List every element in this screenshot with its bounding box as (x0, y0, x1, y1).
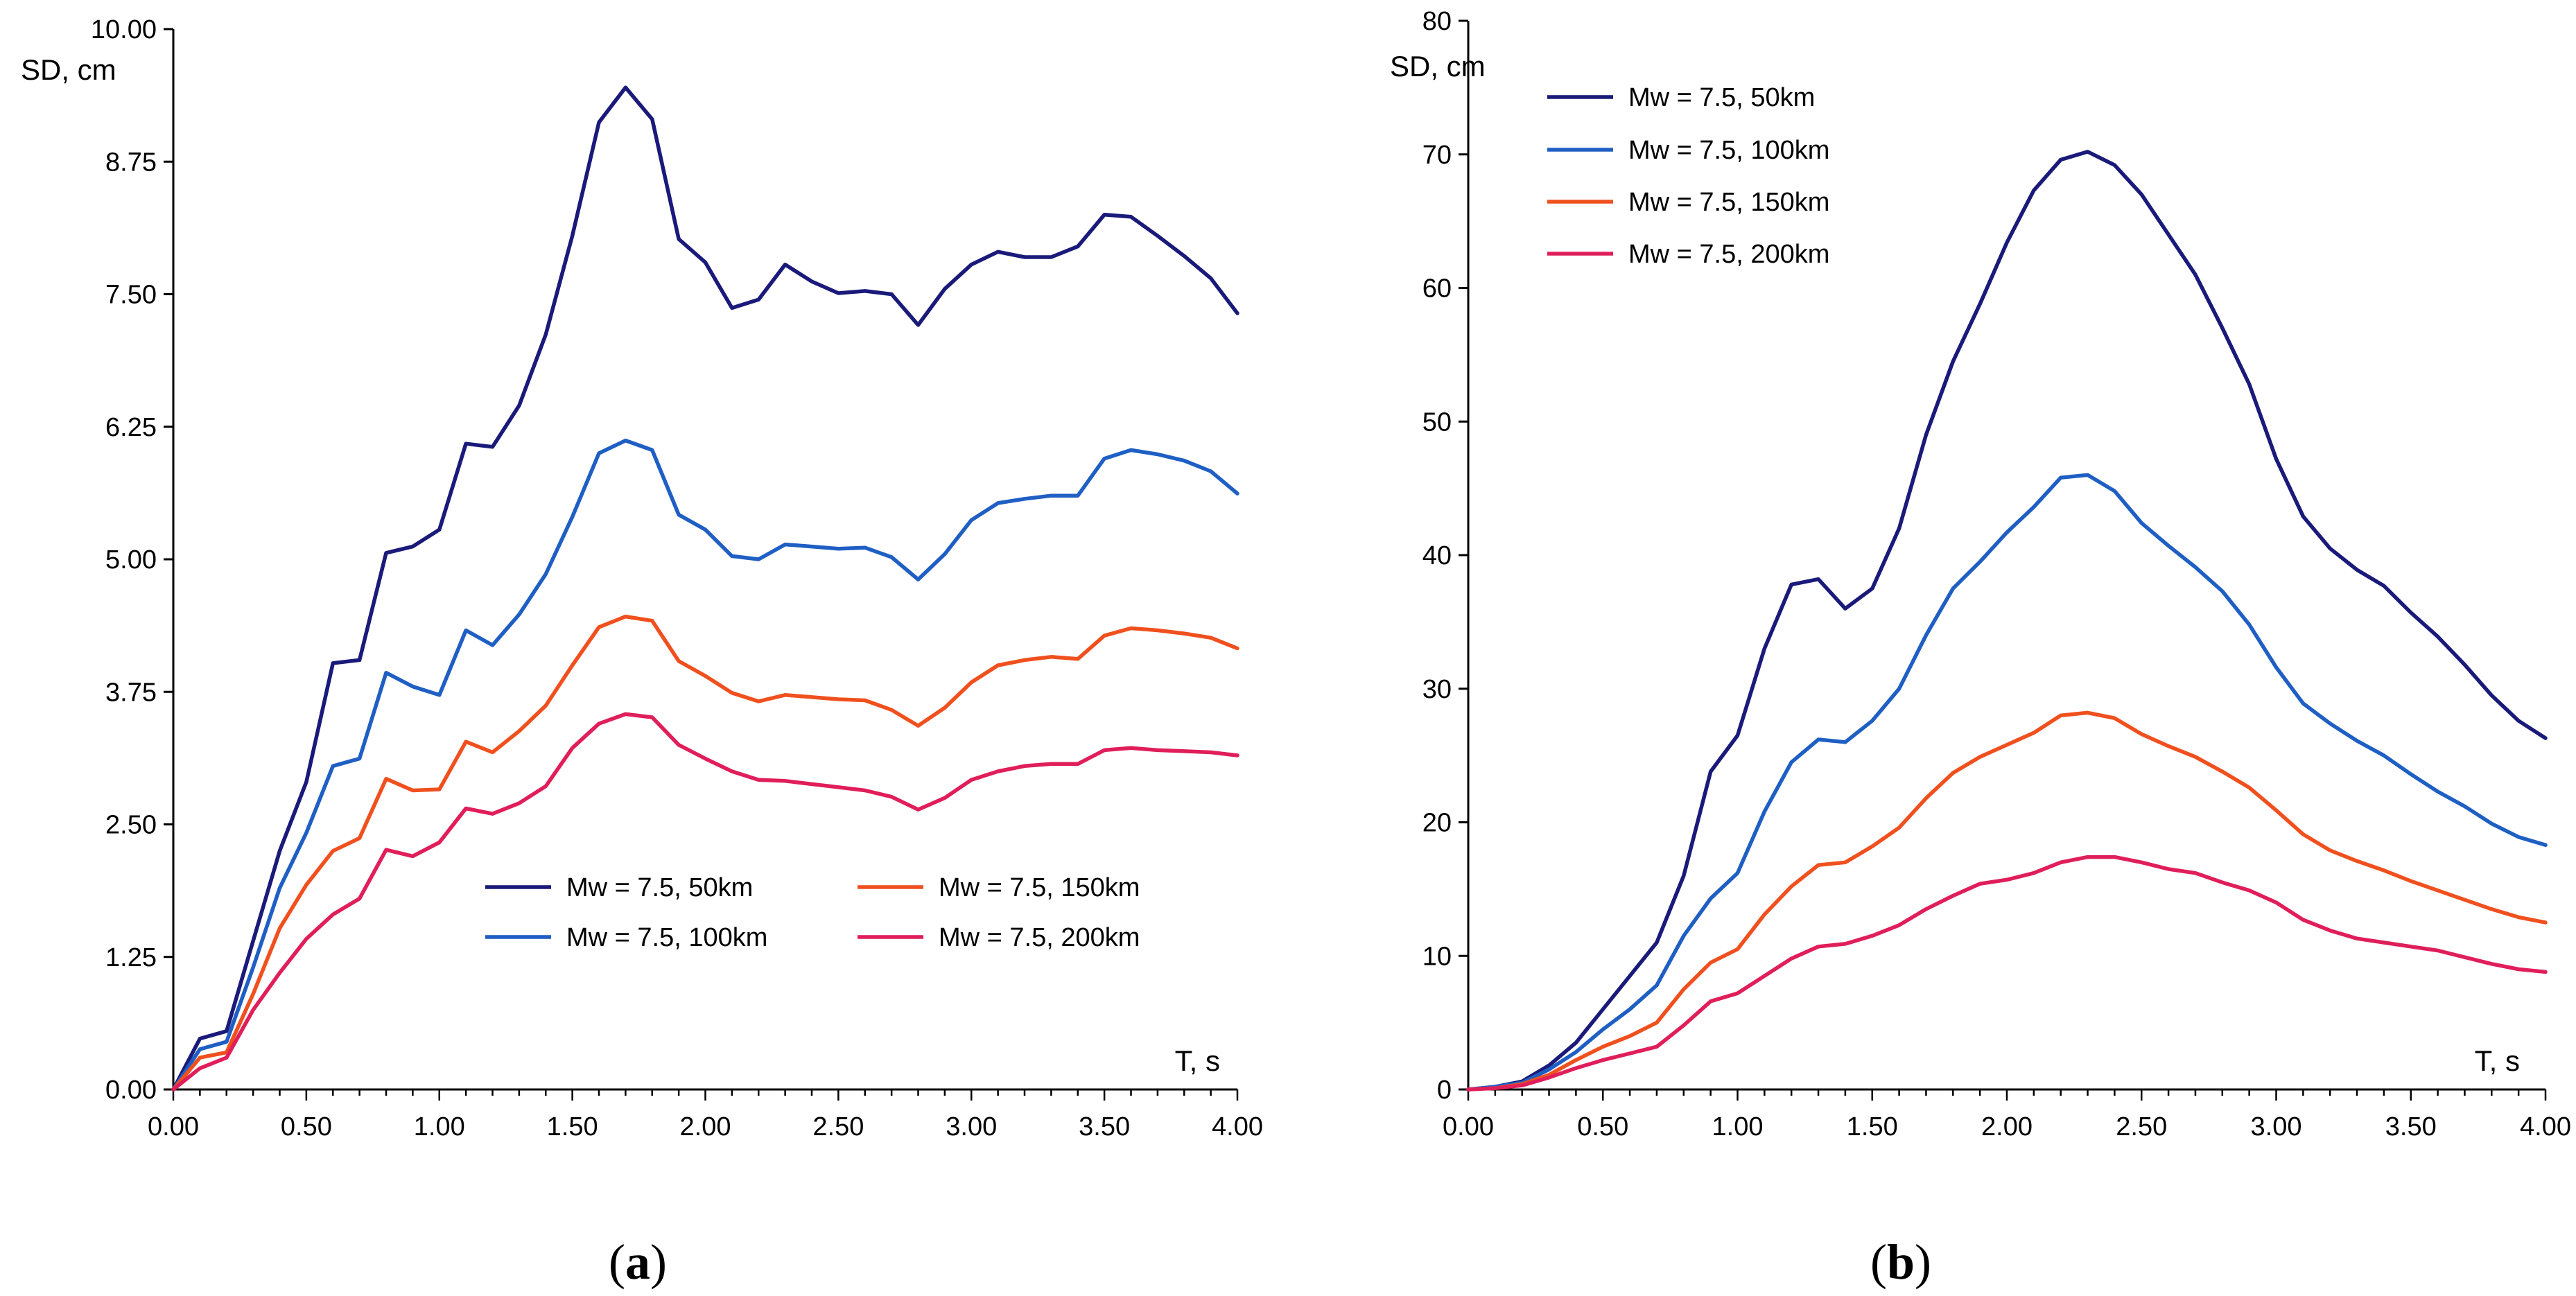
chart-panel-b: 0 10 20 30 40 50 60 70 80 0.00 0.50 1.00 1.50 2.00 2.5… (1390, 7, 2571, 1290)
x-tick-label: 3.50 (1079, 1112, 1130, 1141)
y-tick-label: 70 (1422, 141, 1452, 170)
y-tick-label: 20 (1422, 809, 1452, 838)
x-tick-label: 3.00 (946, 1112, 997, 1141)
y-tick-label: 3.75 (105, 678, 157, 707)
series-line-150km (171, 614, 1239, 1092)
y-tick-label: 10.00 (91, 15, 157, 44)
series-line-100km (171, 438, 1239, 1092)
series-line-200km (171, 712, 1239, 1092)
y-tick-label: 7.50 (105, 281, 157, 310)
series-line-100km (1466, 473, 2548, 1092)
legend-label: Mw = 7.5, 100km (1628, 136, 1829, 165)
y-tick-label: 0 (1437, 1076, 1452, 1105)
legend: Mw = 7.5, 50km Mw = 7.5, 100km Mw = 7.5, 1… (485, 873, 1140, 952)
legend-label: Mw = 7.5, 50km (1628, 83, 1815, 112)
y-axis-title: SD, cm (1390, 50, 1486, 82)
y-tick-label: 8.75 (105, 148, 157, 177)
legend-label: Mw = 7.5, 150km (1628, 188, 1829, 217)
y-tick-label: 30 (1422, 675, 1452, 704)
x-tick-label: 1.50 (1847, 1112, 1898, 1141)
y-tick-label: 50 (1422, 408, 1452, 437)
x-tick-label: 2.00 (680, 1112, 731, 1141)
y-tick-label: 5.00 (105, 545, 157, 575)
x-tick-label: 4.00 (1212, 1112, 1263, 1141)
chart-panel-a: 0.00 1.25 2.50 3.75 5.00 6.25 7.50 8.75 10.00 0.0… (21, 15, 1263, 1290)
series-line-200km (1466, 855, 2548, 1092)
y-tick-label: 10 (1422, 942, 1452, 971)
x-tick-label: 3.50 (2385, 1112, 2437, 1141)
x-tick-label: 4.00 (2520, 1112, 2571, 1141)
x-tick-label: 0.50 (1577, 1112, 1628, 1141)
x-tick-label: 2.00 (1981, 1112, 2033, 1141)
legend-label: Mw = 7.5, 50km (566, 873, 753, 902)
series-line-50km (1466, 150, 2548, 1092)
y-tick-label: 1.25 (105, 943, 157, 972)
y-tick-label: 40 (1422, 541, 1452, 570)
series-line-50km (171, 85, 1239, 1092)
x-tick-label: 1.00 (1712, 1112, 1764, 1141)
x-tick-label: 1.50 (547, 1112, 598, 1141)
y-tick-label: 80 (1422, 7, 1452, 36)
y-tick-label: 6.25 (105, 413, 157, 442)
series-line-150km (1466, 710, 2548, 1092)
legend-label: Mw = 7.5, 200km (1628, 240, 1829, 269)
legend: Mw = 7.5, 50km Mw = 7.5, 100km Mw = 7.5, 1… (1547, 83, 1829, 269)
x-tick-label: 1.00 (414, 1112, 465, 1141)
x-tick-label: 0.00 (148, 1112, 199, 1141)
x-tick-label: 2.50 (812, 1112, 864, 1141)
legend-label: Mw = 7.5, 100km (566, 923, 767, 952)
y-tick-label: 60 (1422, 274, 1452, 304)
x-axis-title: T, s (1175, 1044, 1220, 1077)
y-tick-label: 0.00 (105, 1076, 157, 1105)
x-axis-title: T, s (2475, 1044, 2520, 1077)
panel-label: (b) (1870, 1234, 1931, 1290)
x-tick-label: 2.50 (2116, 1112, 2167, 1141)
panel-label: (a) (609, 1234, 667, 1290)
y-tick-label: 2.50 (105, 811, 157, 840)
x-tick-label: 0.00 (1443, 1112, 1494, 1141)
y-axis-title: SD, cm (21, 53, 116, 86)
legend-label: Mw = 7.5, 150km (939, 873, 1140, 902)
legend-label: Mw = 7.5, 200km (939, 923, 1140, 952)
x-tick-label: 3.00 (2251, 1112, 2302, 1141)
x-tick-label: 0.50 (281, 1112, 332, 1141)
